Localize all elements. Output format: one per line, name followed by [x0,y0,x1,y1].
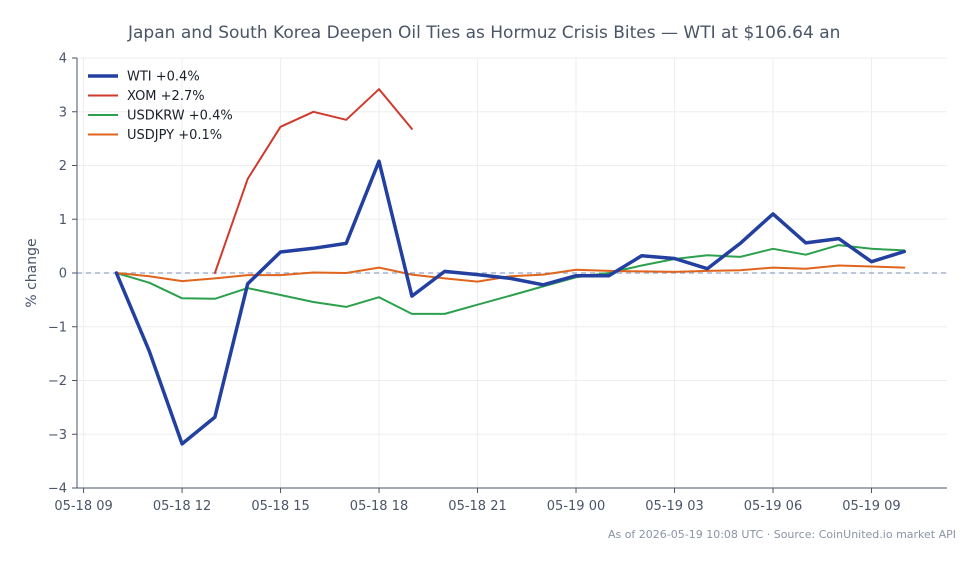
series-line-usdjpy [115,264,906,283]
y-tick-label: 0 [59,267,67,282]
footer-note: As of 2026-05-19 10:08 UTC · Source: Coi… [608,528,956,541]
legend-label-xom: XOM +2.7% [127,89,205,104]
y-axis-label: % change [24,238,40,307]
y-tick-label: −4 [48,482,67,497]
x-tick-label: 05-18 15 [251,499,309,514]
x-tick-label: 05-18 18 [350,499,408,514]
x-tick-label: 05-18 09 [54,499,112,514]
y-tick-label: 2 [59,159,67,174]
x-tick-label: 05-19 00 [547,499,605,514]
series-lines [114,88,907,446]
x-tick-label: 05-19 03 [645,499,703,514]
y-tick-label: 3 [59,105,67,120]
legend-label-usdkrw: USDKRW +0.4% [127,109,233,124]
x-tick-label: 05-18 12 [153,499,211,514]
legend-label-wti: WTI +0.4% [127,70,200,85]
x-tick-label: 05-18 21 [448,499,506,514]
series-line-xom [213,88,413,274]
y-tick-label: 4 [59,52,67,67]
y-tick-label: −3 [48,428,67,443]
y-tick-label: 1 [59,213,67,228]
legend: WTI +0.4% XOM +2.7% USDKRW +0.4% USDJPY +0.… [88,70,233,143]
axes: −4 −3 −2 −1 0 1 2 3 4 05-18 09 05-18 12 05-18 15 05-… [48,52,947,514]
chart-title: Japan and South Korea Deepen Oil Ties as… [127,23,840,43]
y-tick-label: −1 [48,320,67,335]
series-line-wti [114,159,907,446]
y-tick-label: −2 [48,374,67,389]
x-tick-label: 05-19 09 [842,499,900,514]
legend-label-usdjpy: USDJPY +0.1% [127,128,222,143]
x-tick-label: 05-19 06 [744,499,802,514]
